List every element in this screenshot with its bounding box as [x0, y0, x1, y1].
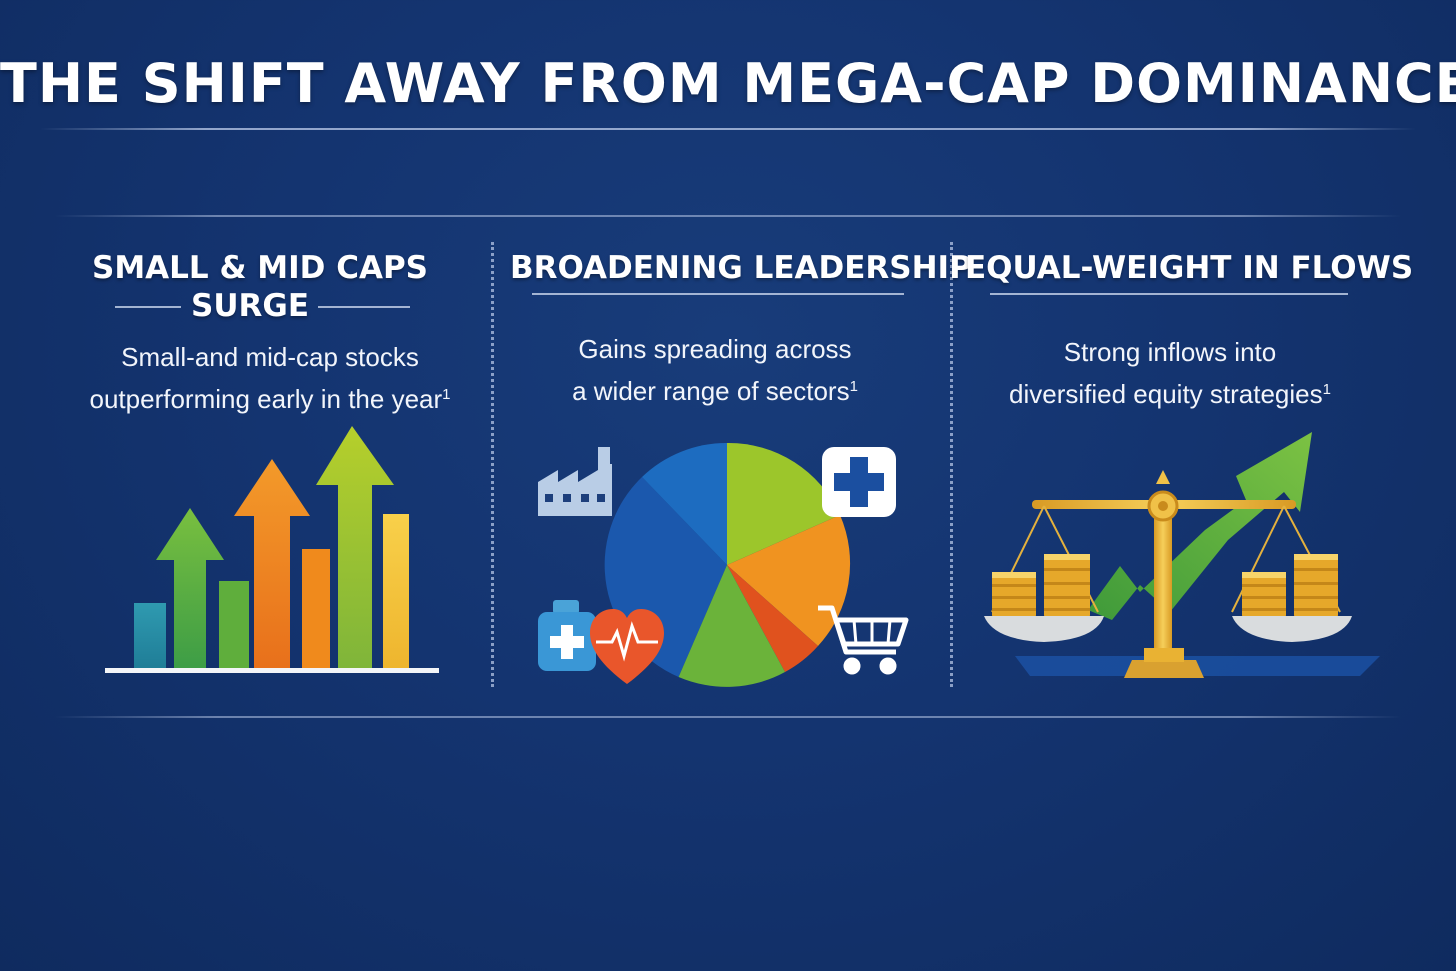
- page-title: THE SHIFT AWAY FROM MEGA-CAP DOMINANCE: [0, 52, 1456, 115]
- section-bottom-divider: [55, 716, 1401, 718]
- footnote-marker: 1: [1322, 381, 1331, 398]
- title-rule-equal-weight: [990, 293, 1348, 295]
- desc-line-1: Gains spreading across: [578, 334, 852, 364]
- rising-arrow-icon: [1088, 432, 1312, 620]
- panel-desc-equal-weight: Strong inflows into diversified equity s…: [960, 333, 1380, 413]
- panel-desc-broadening: Gains spreading across a wider range of …: [505, 330, 925, 410]
- panel-desc-small-mid-caps: Small-and mid-cap stocks outperforming e…: [60, 338, 480, 418]
- desc-line-2: a wider range of sectors: [572, 376, 850, 406]
- desc-line-1: Strong inflows into: [1063, 337, 1277, 367]
- arrow-bar-3: [316, 426, 394, 669]
- factory-icon: [538, 447, 612, 516]
- scale-pole: [1154, 512, 1172, 650]
- pie-slice-mid-blue: [642, 442, 727, 565]
- title-rule-broadening: [532, 293, 904, 295]
- coin-stack-icon: [992, 554, 1090, 618]
- desc-line-2: diversified equity strategies: [1009, 379, 1323, 409]
- chart-baseline: [105, 668, 439, 673]
- pie-slice-orange: [727, 515, 851, 646]
- panel-title-surge: SURGE: [191, 288, 309, 324]
- title-rule-left: [115, 306, 181, 308]
- panel-title-broadening: BROADENING LEADERSHIP: [510, 250, 972, 286]
- bar-2: [219, 581, 249, 669]
- scale-finial: [1156, 470, 1170, 484]
- title-rule-right: [318, 306, 410, 308]
- bar-4: [383, 514, 409, 669]
- scale-pan-left: [984, 616, 1104, 642]
- desc-line-1: Small-and mid-cap stocks: [121, 342, 419, 372]
- arrow-bar-2: [234, 459, 310, 669]
- pie-slice-green: [678, 565, 785, 687]
- scale-foot: [1124, 660, 1204, 678]
- scale-pan-right: [1232, 616, 1352, 642]
- desc-line-2: outperforming early in the year: [89, 384, 443, 414]
- arrow-bar-1: [156, 508, 224, 669]
- column-divider-left: [491, 242, 494, 687]
- medical-cross-icon: [822, 447, 896, 517]
- section-top-divider: [55, 215, 1401, 217]
- panel-title-equal-weight: EQUAL-WEIGHT IN FLOWS: [965, 250, 1414, 286]
- footnote-marker: 1: [442, 386, 451, 403]
- coin-stack-icon: [1242, 554, 1338, 618]
- bar-3: [302, 549, 330, 669]
- medicine-bottle-icon: [538, 600, 596, 671]
- shopping-cart-icon: [818, 605, 909, 675]
- panel-title-small-mid-caps: SMALL & MID CAPS: [92, 250, 428, 286]
- bar-1: [134, 603, 166, 669]
- top-divider: [40, 128, 1416, 130]
- pie-slice-red: [727, 565, 818, 672]
- pie-slice-lime: [727, 442, 840, 565]
- heart-pulse-icon: [590, 609, 664, 684]
- column-divider-right: [950, 242, 953, 687]
- footnote-marker: 1: [849, 378, 858, 395]
